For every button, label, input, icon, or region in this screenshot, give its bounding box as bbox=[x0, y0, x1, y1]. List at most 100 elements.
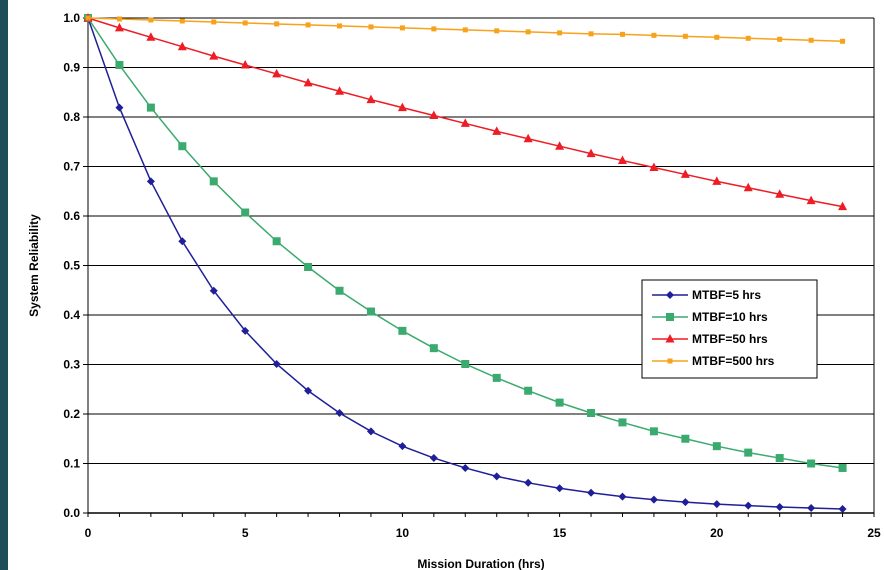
series-mtbf-10-hrs bbox=[84, 14, 847, 472]
data-point-square bbox=[305, 22, 311, 28]
data-point-square bbox=[557, 30, 563, 36]
y-tick-label: 0.2 bbox=[63, 407, 80, 421]
data-point-square bbox=[555, 398, 564, 407]
y-tick-labels: 0.0 0.1 0.2 0.3 0.4 0.5 0.6 0.7 0.8 0.9 1.0 bbox=[63, 11, 80, 520]
grid-lines bbox=[88, 17, 874, 514]
data-point-square bbox=[649, 427, 658, 436]
data-point-square bbox=[241, 208, 250, 217]
x-tick-label: 0 bbox=[85, 526, 92, 540]
series-mtbf-500-hrs bbox=[85, 15, 846, 44]
data-point-diamond bbox=[587, 488, 596, 497]
data-point-square bbox=[211, 19, 217, 25]
data-point-diamond bbox=[666, 291, 674, 299]
legend-item: MTBF=5 hrs bbox=[652, 288, 761, 302]
data-point-square bbox=[492, 373, 501, 382]
x-tick-label: 25 bbox=[867, 526, 881, 540]
data-point-square bbox=[304, 262, 313, 271]
data-point-diamond bbox=[115, 103, 124, 112]
data-point-square bbox=[399, 25, 405, 31]
y-tick-label: 1.0 bbox=[63, 11, 80, 25]
y-tick-label: 0.8 bbox=[63, 110, 80, 124]
data-point-square bbox=[368, 24, 374, 30]
data-point-square bbox=[115, 61, 124, 70]
data-point-triangle bbox=[177, 41, 187, 51]
data-point-triangle bbox=[335, 86, 345, 95]
data-point-square bbox=[619, 31, 625, 37]
y-tick-label: 0.0 bbox=[63, 506, 80, 520]
data-point-square bbox=[146, 103, 155, 112]
series-mtbf-5-hrs bbox=[84, 14, 847, 514]
data-point-square bbox=[651, 32, 657, 38]
data-point-square bbox=[745, 35, 751, 41]
data-point-diamond bbox=[304, 386, 313, 395]
data-point-triangle bbox=[838, 201, 848, 211]
data-point-square bbox=[116, 16, 122, 22]
data-point-diamond bbox=[712, 500, 721, 509]
data-point-triangle bbox=[775, 189, 785, 198]
data-point-square bbox=[807, 459, 816, 468]
data-point-square bbox=[525, 29, 531, 35]
data-point-diamond bbox=[524, 478, 533, 487]
data-point-diamond bbox=[272, 360, 281, 369]
data-point-triangle bbox=[429, 110, 439, 120]
reliability-line-chart: 0.0 0.1 0.2 0.3 0.4 0.5 0.6 0.7 0.8 0.9 1.0 0 5 10 15… bbox=[27, 11, 881, 570]
data-point-square bbox=[148, 17, 154, 23]
data-point-square bbox=[744, 448, 753, 457]
data-point-diamond bbox=[241, 326, 250, 335]
y-tick-label: 0.7 bbox=[63, 160, 80, 174]
data-point-triangle bbox=[114, 22, 124, 32]
data-point-square bbox=[366, 307, 375, 316]
data-point-triangle bbox=[712, 176, 722, 185]
x-tick-label: 5 bbox=[242, 526, 249, 540]
data-point-square bbox=[337, 23, 343, 29]
data-point-square bbox=[429, 344, 438, 353]
series-group bbox=[83, 13, 848, 514]
data-point-square bbox=[712, 442, 721, 451]
data-point-diamond bbox=[775, 503, 784, 512]
x-tick-labels: 0 5 10 15 20 25 bbox=[85, 526, 881, 540]
y-tick-label: 0.3 bbox=[63, 358, 80, 372]
data-point-triangle bbox=[366, 94, 376, 104]
data-point-triangle bbox=[272, 68, 282, 78]
data-point-square bbox=[494, 28, 500, 34]
data-point-diamond bbox=[398, 442, 407, 451]
data-point-square bbox=[335, 286, 344, 295]
data-point-square bbox=[274, 21, 280, 27]
legend-item: MTBF=50 hrs bbox=[652, 332, 768, 346]
data-point-diamond bbox=[461, 463, 470, 472]
data-point-square bbox=[587, 409, 596, 418]
data-point-triangle bbox=[492, 126, 502, 135]
data-point-triangle bbox=[586, 148, 596, 158]
data-point-square bbox=[838, 463, 847, 472]
data-point-diamond bbox=[366, 427, 375, 436]
data-point-square bbox=[272, 237, 281, 246]
data-point-square bbox=[178, 142, 187, 151]
data-point-triangle bbox=[240, 60, 250, 69]
y-tick-label: 0.9 bbox=[63, 61, 80, 75]
data-point-square bbox=[777, 36, 783, 42]
data-point-diamond bbox=[807, 504, 816, 513]
data-point-diamond bbox=[649, 495, 658, 504]
data-point-square bbox=[179, 18, 185, 24]
data-point-triangle bbox=[555, 141, 565, 150]
series-line bbox=[87, 17, 843, 510]
data-point-square bbox=[714, 34, 720, 40]
data-point-triangle bbox=[146, 32, 156, 41]
y-tick-label: 0.1 bbox=[63, 457, 80, 471]
data-point-square bbox=[209, 177, 218, 186]
x-tick-label: 15 bbox=[553, 526, 567, 540]
data-point-diamond bbox=[335, 409, 344, 418]
data-point-triangle bbox=[397, 102, 407, 112]
x-axis-title: Mission Duration (hrs) bbox=[417, 557, 544, 570]
data-point-square bbox=[808, 37, 814, 43]
legend-label: MTBF=10 hrs bbox=[692, 310, 768, 324]
legend-item: MTBF=500 hrs bbox=[652, 354, 775, 368]
data-point-triangle bbox=[743, 182, 753, 192]
data-point-diamond bbox=[209, 286, 218, 295]
data-point-diamond bbox=[555, 484, 564, 493]
data-point-square bbox=[666, 313, 674, 321]
y-tick-label: 0.6 bbox=[63, 209, 80, 223]
data-point-diamond bbox=[744, 501, 753, 510]
y-tick-label: 0.5 bbox=[63, 259, 80, 273]
